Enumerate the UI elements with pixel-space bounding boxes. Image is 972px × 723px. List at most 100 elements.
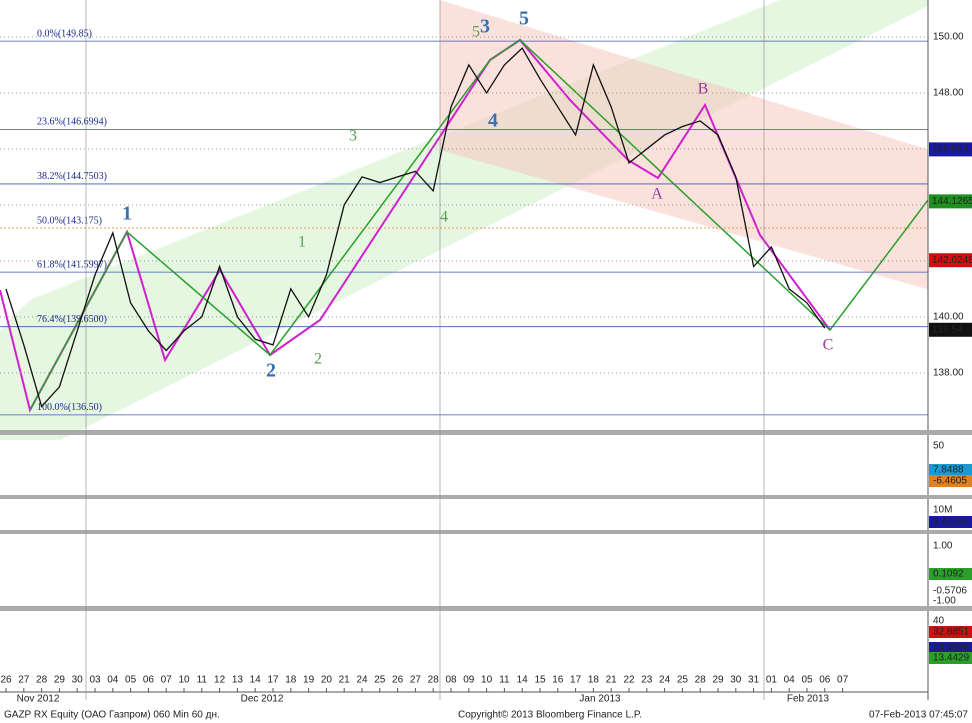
x-tick-label: 14 (250, 675, 262, 686)
x-tick-label: 10 (481, 675, 493, 686)
panel-value-box (929, 516, 972, 528)
footer-left: GAZP RX Equity (ОАО Газпром) 060 Min 60 … (4, 710, 220, 721)
x-tick-label: 28 (695, 675, 707, 686)
down-channel (440, 0, 930, 290)
x-tick-label: 25 (374, 675, 386, 686)
last-value-label: 145.9837 (932, 144, 972, 155)
footer-right: 07-Feb-2013 07:45:07 (869, 710, 968, 721)
panel-label: 24.4606 (933, 643, 970, 654)
wave-label: B (698, 81, 709, 98)
panel-value-box (929, 464, 972, 476)
x-tick-label: 30 (730, 675, 742, 686)
panel-value-box (929, 642, 972, 654)
x-tick-label: 28 (428, 675, 440, 686)
x-tick-label: 13 (232, 675, 244, 686)
x-tick-label: 18 (285, 675, 297, 686)
x-tick-label: 08 (445, 675, 457, 686)
x-tick-label: 20 (321, 675, 333, 686)
fib-label: 0.0%(149.85) (37, 28, 92, 39)
panel-label: -6.4605 (933, 476, 967, 487)
wave-label: 5 (519, 8, 529, 30)
x-tick-label: 05 (125, 675, 137, 686)
x-tick-label: 06 (143, 675, 155, 686)
footer-center: Copyright© 2013 Bloomberg Finance L.P. (458, 710, 642, 721)
x-tick-label: 21 (339, 675, 351, 686)
x-tick-label: 04 (784, 675, 796, 686)
panel-label: -1.00 (933, 596, 956, 607)
fib-label: 23.6%(146.6994) (37, 117, 107, 128)
wave-label: A (651, 186, 663, 203)
x-tick-label: 09 (463, 675, 475, 686)
wave-lines (29, 39, 929, 411)
y-tick-label: 148.00 (933, 88, 964, 99)
wave-label: C (823, 337, 834, 354)
x-tick-label: 01 (766, 675, 778, 686)
x-tick-label: 23 (641, 675, 653, 686)
fib-label: 38.2%(144.7503) (37, 171, 107, 182)
fib-label: 100.0%(136.50) (37, 402, 102, 413)
month-label: Feb 2013 (787, 694, 830, 705)
x-tick-label: 29 (54, 675, 66, 686)
separator (0, 495, 972, 499)
panel-value-box (929, 626, 972, 638)
wave-label: 5 (472, 24, 480, 41)
x-tick-label: 29 (712, 675, 724, 686)
x-tick-label: 24 (356, 675, 368, 686)
x-tick-label: 11 (499, 675, 510, 686)
month-label: Jan 2013 (579, 694, 621, 705)
wave-label: 4 (440, 209, 448, 226)
separator (0, 530, 972, 534)
axis-area (928, 0, 972, 700)
last-value-label: 139.54 (932, 324, 963, 335)
x-tick-label: 06 (819, 675, 831, 686)
x-tick-label: 04 (107, 675, 119, 686)
x-tick-label: 03 (89, 675, 101, 686)
x-tick-label: 27 (18, 675, 30, 686)
panel-label: 3.422M (933, 517, 966, 528)
x-tick-label: 17 (570, 675, 582, 686)
panel-value-box (929, 475, 972, 487)
wave-label: 3 (349, 128, 357, 145)
panel-label: 7.8488 (933, 465, 964, 476)
x-tick-label: 24 (659, 675, 671, 686)
y-tick-label: 138.00 (933, 368, 964, 379)
x-tick-label: 07 (837, 675, 849, 686)
x-tick-label: 05 (801, 675, 813, 686)
fib-label: 61.8%(141.5997) (37, 259, 107, 270)
wave-label: 1 (298, 234, 306, 251)
panel-value-box (929, 568, 972, 580)
x-tick-label: 19 (303, 675, 315, 686)
y-tick-label: 150.00 (933, 32, 964, 43)
x-tick-label: 18 (588, 675, 600, 686)
x-tick-label: 07 (161, 675, 173, 686)
month-label: Dec 2012 (241, 694, 284, 705)
panel-label: 32.8851 (933, 627, 970, 638)
x-tick-label: 10 (178, 675, 190, 686)
x-tick-label: 16 (552, 675, 564, 686)
x-tick-label: 14 (517, 675, 529, 686)
last-value-label: 142.0248 (932, 255, 972, 266)
last-value-label: 144.1265 (932, 196, 972, 207)
x-tick-label: 27 (410, 675, 422, 686)
last-value-box (929, 253, 972, 268)
price-line (5, 47, 826, 408)
x-tick-label: 31 (748, 675, 760, 686)
last-value-box (929, 142, 972, 157)
month-label: Nov 2012 (17, 694, 60, 705)
panel-label: 50 (933, 441, 945, 452)
panel-label: 40 (933, 616, 945, 627)
panel-label: 1.00 (933, 541, 953, 552)
wave-label: 2 (314, 351, 322, 368)
x-tick-label: 11 (197, 675, 208, 686)
separator (0, 430, 972, 435)
panel-label: 0.1092 (933, 569, 964, 580)
y-tick-label: 140.00 (933, 312, 964, 323)
x-tick-label: 21 (606, 675, 618, 686)
fib-label: 50.0%(143.175) (37, 215, 102, 226)
x-tick-label: 12 (214, 675, 226, 686)
x-tick-label: 26 (0, 675, 12, 686)
wave-label: 1 (122, 203, 132, 225)
x-tick-label: 17 (267, 675, 279, 686)
wave-label: 4 (488, 110, 498, 132)
